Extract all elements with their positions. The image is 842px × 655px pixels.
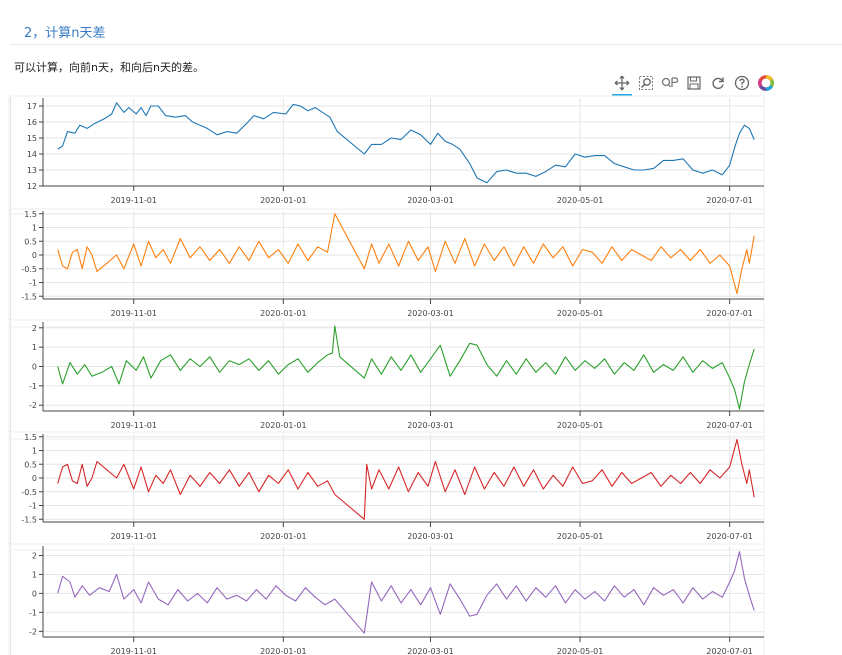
y-tick-label: 17 [27, 102, 37, 111]
series-line-2 [57, 213, 755, 295]
y-tick-label: 16 [27, 118, 37, 127]
y-tick-label: -2 [29, 401, 37, 410]
series-line-1 [57, 102, 755, 184]
x-tick-label: 2020-01-01 [260, 421, 307, 430]
help-icon [734, 75, 750, 91]
reset-icon [712, 77, 724, 90]
y-tick-label: 0 [32, 589, 37, 598]
y-tick-label: 14 [27, 150, 37, 159]
x-tick-label: 2020-07-01 [706, 421, 753, 430]
save-tool[interactable] [684, 73, 704, 93]
x-tick-label: 2020-01-01 [260, 196, 307, 205]
x-tick-label: 2019-11-01 [110, 421, 157, 430]
y-tick-label: -1 [29, 382, 37, 391]
y-tick-label: 2 [32, 324, 37, 333]
chart-panel-1: 12 13 14 15 16 17 2019-11-01 2020-01-01 2020-03-… [8, 95, 765, 215]
x-tick-label: 2019-11-01 [110, 532, 157, 541]
y-tick-label: -0.5 [21, 488, 37, 497]
panel-frame [8, 543, 765, 655]
x-tick-label: 2020-03-01 [407, 309, 454, 318]
x-tick-label: 2020-03-01 [407, 532, 454, 541]
x-tick-label: 2019-11-01 [110, 196, 157, 205]
y-tick-label: 13 [27, 166, 37, 175]
y-tick-label: 15 [27, 134, 37, 143]
x-tick-label: 2020-03-01 [407, 421, 454, 430]
panel-frame [8, 431, 765, 551]
y-tick-label: -2 [29, 627, 37, 636]
y-tick-label: 1.5 [24, 433, 37, 442]
heading-divider [10, 44, 842, 45]
left-border [10, 97, 11, 655]
wheel-zoom-tool[interactable] [660, 73, 680, 93]
x-tick-label: 2019-11-01 [110, 309, 157, 318]
series-line-3 [57, 325, 755, 410]
plot-toolbar [612, 72, 776, 96]
x-tick-label: 2020-05-01 [557, 532, 604, 541]
box-zoom-tool[interactable] [636, 73, 656, 93]
x-tick-label: 2020-01-01 [260, 532, 307, 541]
y-tick-label: -1 [29, 608, 37, 617]
x-tick-label: 2020-05-01 [557, 647, 604, 655]
chart-panel-2: -1.5 -1 -0.5 0 0.5 1 1.5 2019-11-01 2020-01-01 20… [8, 208, 765, 328]
box-zoom-icon [639, 76, 653, 90]
series-line-5 [57, 551, 755, 634]
y-tick-label: -1.5 [21, 292, 37, 301]
y-tick-label: 1 [32, 224, 37, 233]
chart-panel-5: -2 -1 0 1 2 2019-11-01 2020-01-01 2020-03-01 202… [8, 543, 765, 655]
x-tick-label: 2020-05-01 [557, 309, 604, 318]
x-tick-label: 2020-05-01 [557, 421, 604, 430]
move-arrows-icon [614, 75, 630, 91]
bokeh-logo-icon [758, 75, 774, 91]
bokeh-logo[interactable] [756, 73, 776, 93]
x-tick-label: 2020-07-01 [706, 196, 753, 205]
x-tick-label: 2019-11-01 [110, 647, 157, 655]
series-line-4 [57, 438, 755, 520]
x-tick-label: 2020-03-01 [407, 196, 454, 205]
y-tick-label: -1 [29, 502, 37, 511]
x-tick-label: 2020-03-01 [407, 647, 454, 655]
save-icon [687, 76, 701, 90]
x-tick-label: 2020-07-01 [706, 647, 753, 655]
y-tick-label: -0.5 [21, 265, 37, 274]
section-heading: 2，计算n天差 [24, 26, 106, 41]
y-tick-label: 0 [32, 474, 37, 483]
panel-frame [8, 319, 765, 440]
y-tick-label: 0 [32, 251, 37, 260]
chart-panel-3: -2 -1 0 1 2 2019-11-01 2020-01-01 2020-03-01 202… [8, 319, 765, 440]
description-text: 可以计算，向前n天，和向后n天的差。 [14, 61, 204, 74]
y-tick-label: 0.5 [24, 237, 37, 246]
y-tick-label: 0.5 [24, 460, 37, 469]
chart-panel-4: -1.5 -1 -0.5 0 0.5 1 1.5 2019-11-01 2020-01-01 20… [8, 431, 765, 551]
y-tick-label: 1 [32, 343, 37, 352]
y-tick-label: 12 [27, 182, 37, 191]
y-tick-label: 1 [32, 570, 37, 579]
x-tick-label: 2020-07-01 [706, 309, 753, 318]
x-tick-label: 2020-01-01 [260, 309, 307, 318]
y-tick-label: 2 [32, 551, 37, 560]
x-tick-label: 2020-05-01 [557, 196, 604, 205]
x-tick-label: 2020-07-01 [706, 532, 753, 541]
y-tick-label: -1 [29, 279, 37, 288]
y-tick-label: -1.5 [21, 515, 37, 524]
y-tick-label: 1.5 [24, 210, 37, 219]
y-tick-label: 0 [32, 363, 37, 372]
wheel-zoom-icon [661, 77, 679, 88]
help-tool[interactable] [732, 73, 752, 93]
y-tick-label: 1 [32, 447, 37, 456]
pan-tool[interactable] [612, 73, 632, 96]
panel-frame [8, 208, 765, 328]
reset-tool[interactable] [708, 73, 728, 93]
x-tick-label: 2020-01-01 [260, 647, 307, 655]
